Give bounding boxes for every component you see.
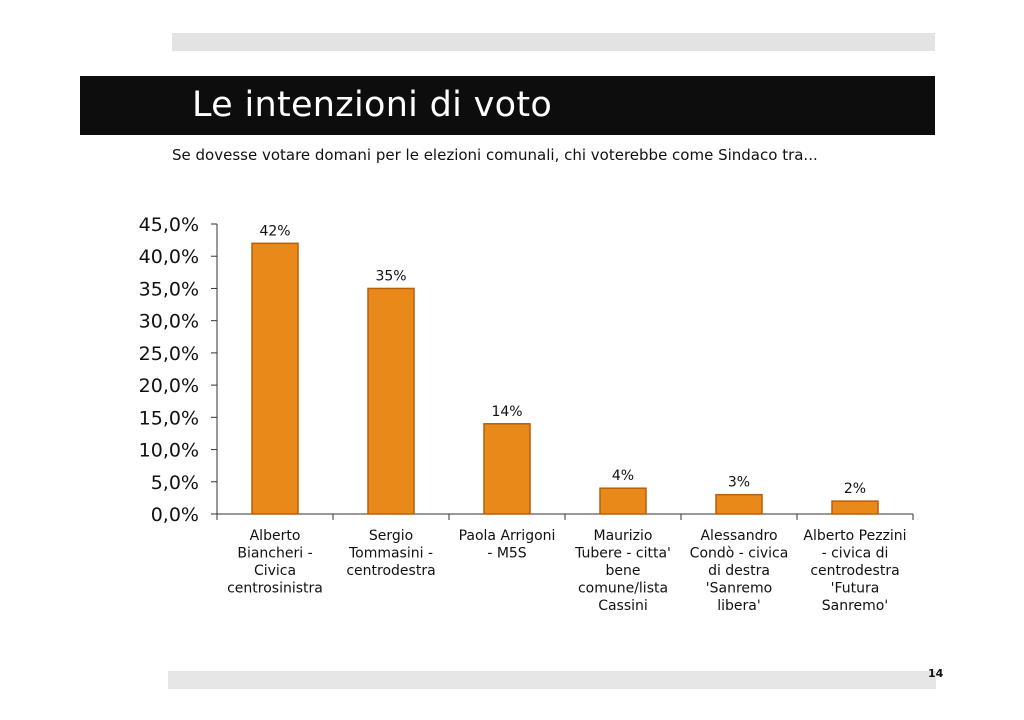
category-label: comune/lista xyxy=(578,581,668,597)
y-tick-label: 25,0% xyxy=(139,343,199,365)
category-label: Cassini xyxy=(598,598,648,614)
y-tick-label: 0,0% xyxy=(151,504,199,526)
category-label: Biancheri - xyxy=(237,546,312,562)
category-label: Civica xyxy=(254,563,296,579)
data-label: 35% xyxy=(375,268,406,284)
y-tick-label: 40,0% xyxy=(139,246,199,268)
y-tick-label: 20,0% xyxy=(139,375,199,397)
category-label: Tubere - citta' xyxy=(574,546,671,562)
category-label: Sanremo' xyxy=(822,598,888,614)
category-label: Sergio xyxy=(369,528,413,544)
category-label: Tommasini - xyxy=(348,546,433,562)
y-tick-label: 30,0% xyxy=(139,311,199,333)
category-label: 'Futura xyxy=(831,581,880,597)
category-label: 'Sanremo xyxy=(706,581,772,597)
bottom-decorative-rule xyxy=(168,671,936,689)
slide-subtitle: Se dovesse votare domani per le elezioni… xyxy=(172,146,818,164)
y-tick-label: 15,0% xyxy=(139,407,199,429)
bar xyxy=(251,242,299,515)
category-label: Alessandro xyxy=(700,528,777,544)
bar xyxy=(831,500,879,515)
category-label: - M5S xyxy=(487,546,526,562)
category-label: Maurizio xyxy=(594,528,653,544)
y-tick-label: 5,0% xyxy=(151,472,199,494)
bar xyxy=(599,487,647,515)
category-labels: Alberto Biancheri -Civica centrosinistra Se… xyxy=(227,528,906,614)
y-tick-label: 45,0% xyxy=(139,214,199,236)
category-label: di destra xyxy=(708,563,770,579)
data-label: 14% xyxy=(491,404,522,420)
data-label: 42% xyxy=(259,223,290,239)
category-label: libera' xyxy=(717,598,760,614)
category-label: Alberto xyxy=(250,528,301,544)
bar xyxy=(483,423,531,515)
title-bar: Le intenzioni di voto xyxy=(80,76,935,135)
page-number: 14 xyxy=(928,667,944,680)
bar xyxy=(715,493,763,515)
y-tick-label: 10,0% xyxy=(139,440,199,462)
data-label: 3% xyxy=(728,475,750,491)
category-label: centrodestra xyxy=(810,563,899,579)
bar xyxy=(367,287,415,515)
slide-title: Le intenzioni di voto xyxy=(192,85,553,125)
category-label: bene xyxy=(606,563,641,579)
category-label: centrodestra xyxy=(346,563,435,579)
data-label: 4% xyxy=(612,468,634,484)
category-label: centrosinistra xyxy=(227,581,323,597)
data-label: 2% xyxy=(844,481,866,497)
x-axis xyxy=(216,513,914,520)
category-label: Alberto Pezzini xyxy=(803,528,906,544)
bars xyxy=(251,242,879,515)
data-labels: 42% 35% 14% 4% 3% 2% xyxy=(259,223,866,497)
category-label: - civica di xyxy=(822,546,889,562)
top-decorative-rule xyxy=(172,33,935,51)
category-label: Paola Arrigoni xyxy=(459,528,556,544)
category-label: Condò - civica xyxy=(690,546,789,562)
y-tick-label: 35,0% xyxy=(139,278,199,300)
y-axis: 0,0% 5,0% 10,0% 15,0% 20,0% 25,0% 30,0% 35,0% 40… xyxy=(139,214,218,526)
